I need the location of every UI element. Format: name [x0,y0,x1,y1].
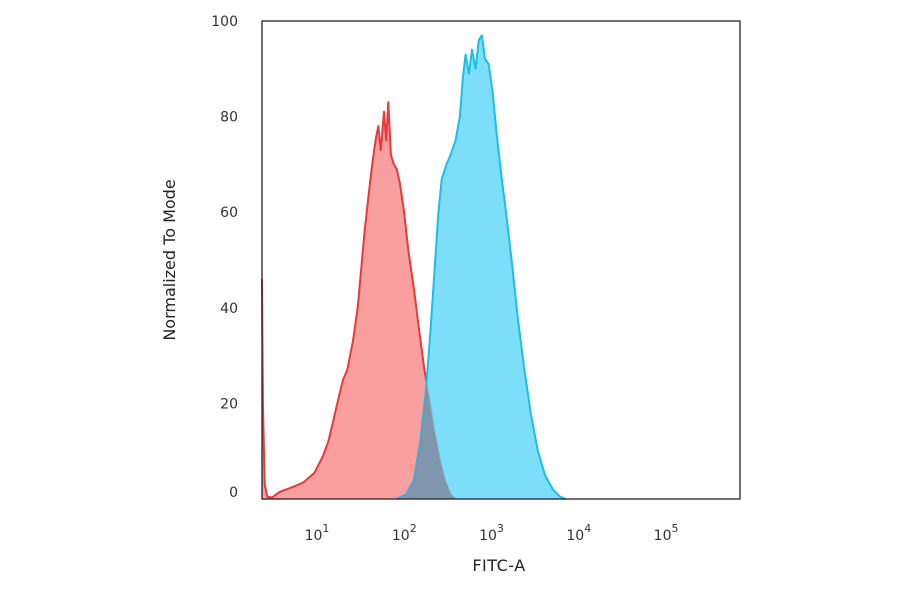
y-tick-label: 20 [220,396,238,412]
series-2-area [396,35,566,500]
series-1-line [261,101,457,500]
x-tick-label: 105 [654,522,679,544]
y-axis-title: Normalized To Mode [160,179,179,340]
x-tick-label: 104 [566,522,591,544]
y-axis-ticks: 0 20 40 60 80 100 [211,14,238,501]
x-tick-label: 101 [305,522,330,544]
y-tick-label: 80 [220,110,238,126]
overlap-area [396,386,456,499]
series-2 [396,34,566,500]
y-tick-label: 0 [229,485,238,501]
plot-frame [261,20,741,500]
overlap-layer [396,386,456,499]
x-tick-label: 103 [479,522,504,544]
series-2-line [396,34,566,500]
y-tick-label: 60 [220,205,238,221]
y-tick-label: 40 [220,301,238,317]
y-tick-label: 100 [211,14,238,30]
series-layer [261,34,566,500]
series-1 [261,101,457,500]
x-tick-label: 102 [392,522,417,544]
x-axis-title: FITC-A [472,556,525,575]
x-axis-ticks: 101 102 103 104 105 [305,522,679,544]
